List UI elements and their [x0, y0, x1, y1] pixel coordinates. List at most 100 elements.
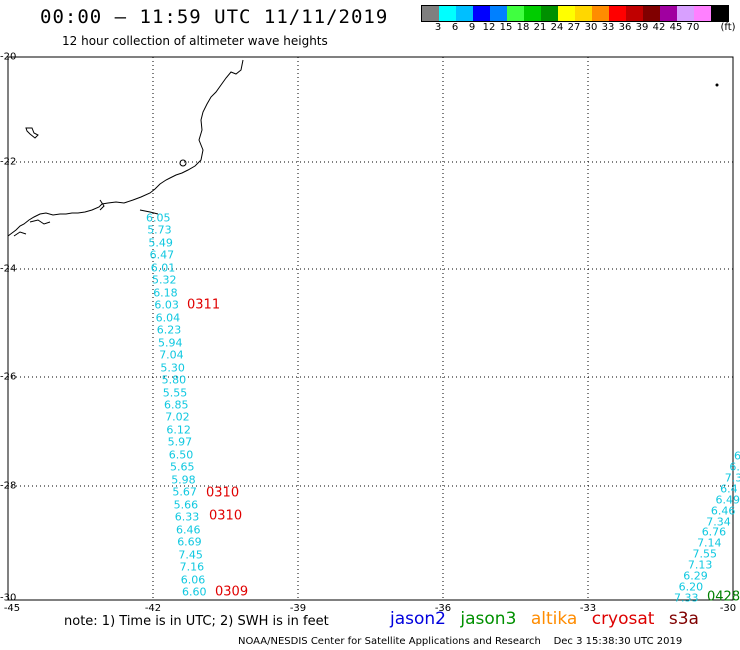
wave-height-value: 6.46 — [176, 523, 201, 537]
wave-height-value: 5.55 — [162, 386, 188, 400]
color-swatch — [575, 6, 592, 21]
lon-label: -39 — [289, 603, 307, 614]
wave-height-value: 6.23 — [156, 323, 182, 337]
wave-height-value: 5.97 — [167, 435, 193, 449]
pass-time-label: 0428 — [707, 589, 740, 605]
footer-credit: NOAA/NESDIS Center for Satellite Applica… — [238, 636, 682, 647]
color-tick-label: 36 — [618, 22, 632, 33]
color-tick-label: 27 — [567, 22, 581, 33]
wave-height-value: 6.12 — [166, 423, 191, 437]
coastline-bay — [13, 199, 159, 237]
color-tick-label: 42 — [652, 22, 666, 33]
wave-height-value: 5.94 — [158, 336, 183, 350]
pass-time-label: 0310 — [209, 508, 243, 524]
pass-time-label: 0310 — [206, 485, 240, 501]
color-tick-label: 70 — [686, 22, 700, 33]
color-swatch — [643, 6, 660, 21]
wave-height-value: 6.29 — [683, 569, 708, 583]
wave-height-value: 6.47 — [149, 248, 175, 262]
color-tick-label: 30 — [584, 22, 598, 33]
map-title: 00:00 – 11:59 UTC 11/11/2019 — [40, 6, 389, 28]
wave-height-value: 5.65 — [170, 460, 195, 474]
wave-height-value: 7.3 — [724, 471, 740, 485]
wave-height-value: 6.18 — [153, 286, 178, 300]
color-tick-label: 3 — [434, 22, 442, 33]
color-tick-label: 12 — [482, 22, 496, 33]
wave-height-value: 7.33 — [674, 591, 699, 605]
wave-height-value: 6.76 — [701, 525, 727, 539]
wave-height-value: 7.55 — [692, 547, 717, 561]
wave-height-value: 6.01 — [150, 261, 176, 275]
color-swatch — [711, 6, 728, 21]
lon-label: -33 — [579, 603, 597, 614]
color-swatch — [473, 6, 490, 21]
satellite-legend: jason2 jason3 altika cryosat s3a — [390, 609, 708, 629]
legend-s3a: s3a — [668, 609, 699, 629]
map-subtitle: 12 hour collection of altimeter wave hei… — [62, 34, 328, 48]
color-swatch — [660, 6, 677, 21]
wave-height-value: 5.49 — [148, 236, 173, 250]
color-swatch — [592, 6, 609, 21]
color-swatch — [609, 6, 626, 21]
color-tick-label: 9 — [468, 22, 476, 33]
wave-height-value: 5.67 — [172, 485, 197, 499]
lon-label: -45 — [3, 603, 21, 614]
color-tick-label: 39 — [635, 22, 649, 33]
color-units-label: (ft) — [720, 22, 736, 33]
color-swatch — [694, 6, 711, 21]
wave-height-value: 6 — [734, 449, 740, 463]
lat-label: -26 — [0, 371, 17, 383]
color-tick-label: 21 — [533, 22, 547, 33]
legend-altika: altika — [530, 609, 578, 629]
color-tick-label: 33 — [601, 22, 615, 33]
credit-text: NOAA/NESDIS Center for Satellite Applica… — [238, 636, 541, 647]
lat-label: -20 — [0, 51, 17, 63]
island-bay — [179, 159, 187, 167]
island-small — [25, 127, 39, 139]
wave-height-value: 6.46 — [710, 504, 736, 518]
wave-height-value: 5.98 — [171, 473, 196, 487]
color-swatch — [677, 6, 694, 21]
wave-height-value: 6.33 — [174, 510, 200, 524]
wave-height-value: 7.45 — [178, 548, 203, 562]
wave-height-value: 6.06 — [180, 573, 206, 587]
lat-label: -30 — [0, 592, 17, 604]
wave-height-value: 7.14 — [697, 536, 722, 550]
lon-label: -42 — [144, 603, 162, 614]
wave-height-value: 5.80 — [161, 373, 187, 387]
pass-time-label: 0309 — [215, 584, 249, 600]
color-tick-label: 6 — [451, 22, 459, 33]
wave-height-value: 7.34 — [706, 515, 731, 529]
color-swatch — [422, 6, 439, 21]
wave-height-value: 5.66 — [173, 498, 199, 512]
generated-timestamp: Dec 3 15:38:30 UTC 2019 — [553, 636, 683, 647]
color-swatch — [524, 6, 541, 21]
color-scale-bar — [421, 5, 729, 22]
color-swatch — [439, 6, 456, 21]
wave-height-value: 6. — [729, 460, 740, 474]
coastline — [7, 59, 244, 237]
lon-label: -36 — [434, 603, 452, 614]
wave-height-value: 6.50 — [168, 448, 194, 462]
color-swatch — [507, 6, 524, 21]
graticule — [8, 57, 733, 600]
color-tick-label: 45 — [669, 22, 683, 33]
legend-cryosat: cryosat — [591, 609, 655, 629]
color-swatch — [558, 6, 575, 21]
wave-height-value: 5.73 — [147, 223, 172, 237]
units-note: note: 1) Time is in UTC; 2) SWH is in fe… — [64, 614, 329, 629]
wave-height-value: 6.04 — [155, 311, 181, 325]
color-swatch — [626, 6, 643, 21]
wave-height-value: 6.03 — [154, 298, 179, 312]
wave-height-value: 6.4 — [720, 482, 738, 496]
color-swatch — [541, 6, 558, 21]
pass-time-label: 0311 — [187, 297, 221, 313]
wave-height-value: 5.30 — [160, 361, 185, 375]
wave-height-value: 7.13 — [687, 558, 713, 572]
wave-height-value: 7.02 — [165, 410, 190, 424]
legend-jason2: jason2 — [390, 609, 446, 629]
wave-height-value: 7.16 — [179, 560, 205, 574]
legend-jason3: jason3 — [460, 609, 517, 629]
island-dot — [715, 83, 719, 87]
